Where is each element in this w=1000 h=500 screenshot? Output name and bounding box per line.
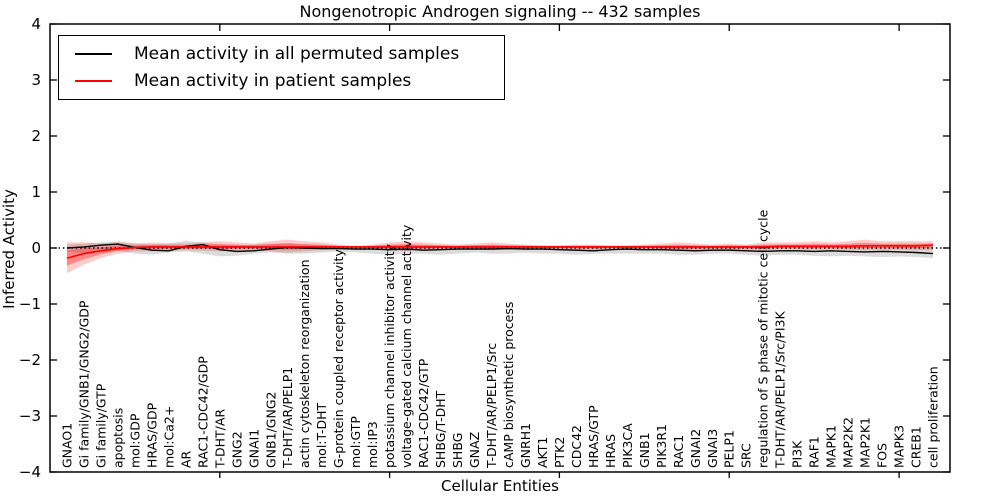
y-tick-label: 0 (31, 239, 41, 257)
x-category-label: T-DHT/AR/PELP1/Src/PI3K (773, 311, 788, 469)
x-category-label: AR (178, 450, 193, 468)
x-category-label: T-DHT/AR/PELP1 (280, 367, 295, 469)
x-category-label: GNAI2 (688, 429, 703, 468)
x-category-label: voltage-gated calcium channel activity (399, 224, 414, 468)
y-tick-label: −3 (19, 407, 41, 425)
x-category-label: SHBG/T-DHT (433, 390, 448, 468)
x-category-label: cAMP biosynthetic process (501, 302, 516, 468)
x-category-label: SRC (739, 443, 754, 468)
x-category-label: PI3K (790, 440, 805, 468)
x-category-label: GNB1 (637, 432, 652, 468)
x-category-label: GNAO1 (60, 423, 75, 468)
legend-line-patient-icon (75, 80, 112, 83)
x-category-label: HRAS/GTP (586, 405, 601, 468)
x-category-label: T-DHT/AR (212, 409, 227, 469)
x-category-label: mol:GDP (127, 413, 142, 468)
x-category-label: SHBG (450, 433, 465, 468)
legend-line-permuted-icon (75, 52, 112, 55)
x-category-label: G-protein coupled receptor activity (331, 249, 346, 468)
x-category-label: GNAI3 (705, 429, 720, 468)
x-category-label: mol:T-DHT (314, 402, 329, 468)
y-tick-label: 4 (31, 15, 41, 33)
x-axis-title: Cellular Entities (441, 477, 559, 495)
x-category-label: MAP2K1 (858, 417, 873, 468)
x-category-label: MAP2K2 (841, 417, 856, 468)
x-category-label: PTK2 (552, 437, 567, 468)
y-tick-label: 3 (31, 71, 41, 89)
x-category-label: HRAS (603, 434, 618, 468)
x-category-label: potassium channel inhibitor activity (382, 243, 397, 468)
y-axis-title: Inferred Activity (0, 189, 18, 309)
legend-label-patient: Mean activity in patient samples (134, 71, 412, 92)
x-category-label: MAPK3 (892, 425, 907, 468)
x-category-label: RAF1 (807, 436, 822, 468)
x-category-label: AKT1 (535, 437, 550, 468)
legend-entry-permuted: Mean activity in all permuted samples (59, 44, 504, 64)
x-category-label: cell proliferation (926, 366, 941, 468)
legend-label-permuted: Mean activity in all permuted samples (134, 43, 460, 64)
legend-entry-patient: Mean activity in patient samples (59, 71, 504, 91)
y-tick-label: −4 (19, 463, 41, 481)
chart-title: Nongenotropic Androgen signaling -- 432 … (299, 2, 701, 21)
x-category-label: FOS (875, 443, 890, 468)
x-category-label: GNAZ (467, 432, 482, 468)
x-category-label: apoptosis (110, 408, 125, 468)
x-category-label: mol:GTP (348, 416, 363, 468)
x-category-label: RAC1 (671, 435, 686, 468)
x-category-label: Gi family/GTP (93, 383, 108, 468)
patient-mean-line (66, 244, 934, 259)
y-tick-label: 1 (31, 183, 41, 201)
x-category-label: GNAI1 (246, 429, 261, 468)
x-category-label: PIK3R1 (654, 424, 669, 468)
x-category-label: regulation of S phase of mitotic cell cy… (756, 209, 771, 468)
x-category-label: mol:Ca2+ (161, 406, 176, 468)
x-category-label: RAC1-CDC42/GTP (416, 358, 431, 468)
x-category-label: GNG2 (229, 431, 244, 468)
x-category-label: actin cytoskeleton reorganization (297, 259, 312, 468)
x-category-label: CREB1 (909, 426, 924, 468)
x-category-label: PIK3CA (620, 423, 635, 468)
x-category-label: GNB1/GNG2 (263, 392, 278, 468)
x-category-label: MAPK1 (824, 425, 839, 468)
x-category-label: PELP1 (722, 430, 737, 468)
x-category-label: T-DHT/AR/PELP1/Src (484, 343, 499, 469)
x-category-label: RAC1-CDC42/GDP (195, 356, 210, 468)
x-category-label: Gi family/GNB1/GNG2/GDP (77, 300, 92, 468)
legend: Mean activity in all permuted samples Me… (58, 35, 505, 100)
y-tick-label: −1 (19, 295, 41, 313)
x-category-label: CDC42 (569, 425, 584, 468)
y-tick-label: 2 (31, 127, 41, 145)
x-category-label: HRAS/GDP (144, 402, 159, 468)
x-category-label: GNRH1 (518, 423, 533, 468)
x-category-label: mol:IP3 (365, 421, 380, 468)
y-tick-label: −2 (19, 351, 41, 369)
